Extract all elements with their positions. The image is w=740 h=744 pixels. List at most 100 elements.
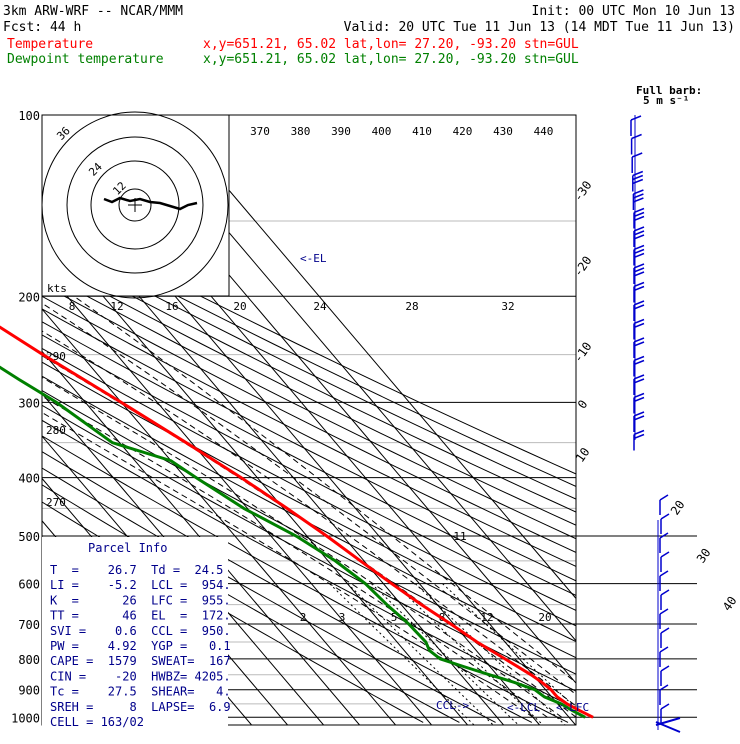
parcel-info-row: LI = -5.2 LCL = 954. [50,578,231,592]
barb-legend-unit: 5 m s⁻¹ [643,94,689,107]
mixing-ratio-label: 12 [480,611,493,624]
dry-adiabat [42,224,576,487]
wind-barb-flag [633,244,645,251]
wind-barb-flag [633,433,645,440]
theta-label: 390 [331,125,351,138]
mixing-ratio-line [414,583,566,725]
theta-label: 430 [493,125,513,138]
wind-barbs [630,115,681,733]
wind-barb-flag [633,207,645,214]
mixing-ratio-label: 2 [300,611,307,624]
wind-barb-flag [659,532,669,539]
wind-barb-flag [659,646,669,653]
moist-adiabat [42,376,563,718]
dry-adiabat [42,247,576,513]
temperature-legend-info: x,y=651.21, 65.02 lat,lon= 27.20, -93.20… [203,37,579,52]
wind-barb-flag [633,263,645,269]
parcel-info-box: Parcel Info T = 26.7 Td = 24.5LI = -5.2 L… [50,541,231,729]
wind-barb-flag [660,703,670,710]
isotherm-line [42,392,324,725]
wind-barb-flag [633,226,645,232]
parcel-info-row: K = 26 LFC = 955. [50,593,231,607]
init-time: Init: 00 UTC Mon 10 Jun 13 [532,4,736,19]
hodograph-ring [90,160,180,250]
wind-barb-flag [659,608,669,615]
lcl-annotation: <-LCL [507,701,540,714]
moist-adiabat [42,302,576,696]
hodograph-ring-label: 12 [110,300,123,313]
isotherm-tick-label: 40 [720,594,740,614]
wind-barb-flag [633,230,645,236]
wind-barb-flag [630,115,642,121]
dry-adiabat [42,259,576,526]
wind-barb-flag [633,337,645,343]
wind-barb-flag [659,494,669,501]
wind-barb-flag [659,570,669,577]
wind-barb-flag [633,304,645,310]
dry-adiabat [42,236,576,500]
wind-barb-flag [632,178,644,185]
wind-barb-flag [633,252,645,259]
dry-adiabat [42,271,576,540]
wind-barb-flag [633,248,645,255]
wind-barb-flag [633,281,645,288]
wind-barb-flag [633,271,645,277]
barb-legend-title: Full barb: [636,84,702,97]
wind-barb-flag [631,152,643,158]
hodograph-ring-label: 28 [405,300,418,313]
hodograph-ring-label: 24 [313,300,327,313]
wind-barb-flag [660,513,670,520]
wind-barb-flag [633,318,645,325]
wind-barb-flag [660,589,670,596]
dewpoint-profile-line [0,365,586,719]
theta-side-label: 280 [46,424,66,437]
pressure-tick-label: 700 [18,618,40,632]
moist-adiabat [42,411,534,718]
theta-label: 370 [250,125,270,138]
dry-adiabat [42,308,576,582]
mixing-ratio-label: 5 [391,611,398,624]
wind-barb-flag [633,211,645,218]
wind-barb-flag [633,429,645,436]
hodograph-ring-label: 20 [233,300,246,313]
hodograph-trace [103,196,198,211]
mixing-ratio-line [329,583,475,725]
pressure-tick-label: 900 [18,684,40,698]
wind-barb-flag [633,355,645,362]
temperature-legend-label: Temperature [7,37,93,52]
wind-barb-flag [659,684,669,691]
moist-adiabat [42,273,576,684]
wind-barb-surface [655,721,681,733]
hodograph-ring-label: 8 [69,300,76,313]
wind-barb-flag [660,627,670,634]
moist-adiabat [42,330,576,707]
wind-barb-flag [633,415,645,421]
parcel-info-row: T = 26.7 Td = 24.5 [50,563,223,577]
pressure-tick-label: 500 [18,530,40,544]
parcel-info-row: Tc = 27.5 SHEAR= 4. [50,685,231,699]
wind-barb-flag [633,300,645,306]
model-title: 3km ARW-WRF -- NCAR/MMM [3,4,183,19]
wind-barb-flag [632,174,644,181]
theta-label: 380 [291,125,311,138]
hodograph-ring-label: 16 [165,300,178,313]
wind-barb-flag [633,378,645,384]
ccl-annotation: CCL-> [436,699,469,712]
pressure-tick-label: 800 [18,653,40,667]
dry-adiabat [42,347,576,627]
wind-barb-flag [633,215,645,222]
hodograph-ring [41,111,229,299]
hodograph-ring [118,188,152,222]
wind-barb-flag [632,170,644,177]
pressure-tick-label: 600 [18,578,40,592]
wind-barb-flag [633,267,645,273]
dry-adiabat [42,419,576,710]
dry-adiabat [42,334,576,611]
dry-adiabat [42,390,576,675]
dry-adiabat [42,295,576,567]
pressure-tick-label: 1000 [11,711,40,725]
pressure-tick-label: 100 [18,109,40,123]
parcel-info-row: SREH = 8 LAPSE= 6.9 [50,700,231,714]
